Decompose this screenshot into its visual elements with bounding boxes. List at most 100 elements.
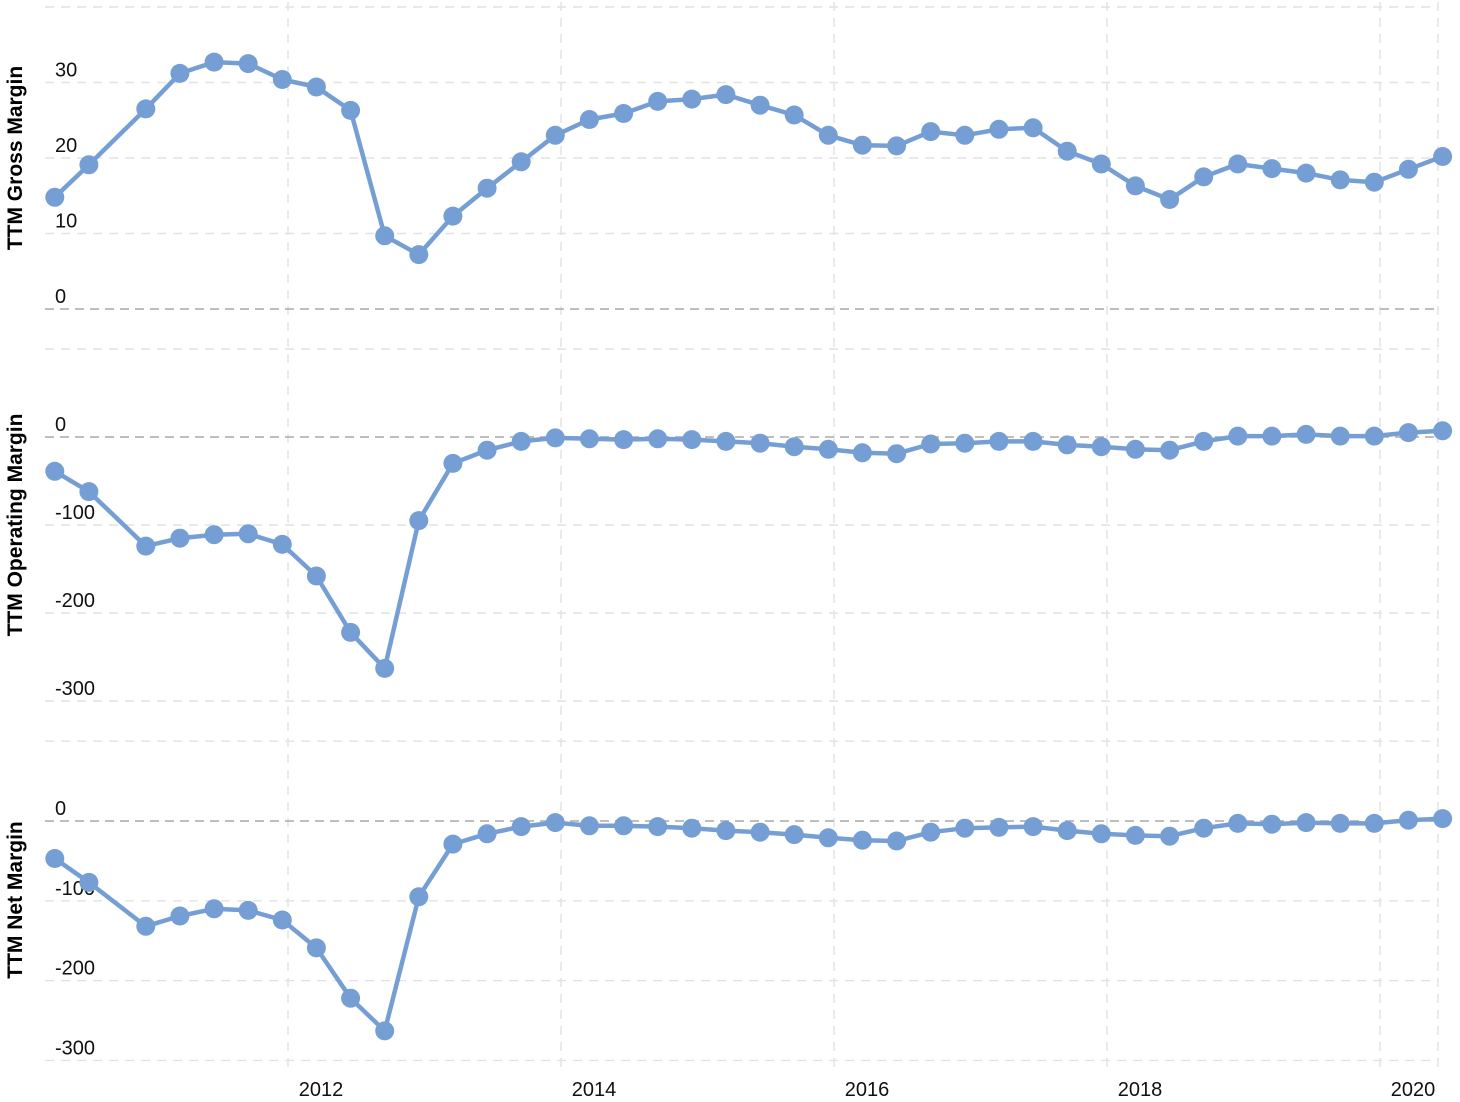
data-point[interactable]	[1091, 437, 1111, 457]
data-point[interactable]	[170, 63, 190, 83]
data-point[interactable]	[136, 916, 156, 936]
data-point[interactable]	[579, 816, 599, 836]
data-point[interactable]	[818, 828, 838, 848]
data-point[interactable]	[545, 125, 565, 145]
data-point[interactable]	[545, 813, 565, 833]
data-point[interactable]	[511, 152, 531, 172]
data-point[interactable]	[784, 105, 804, 125]
data-point[interactable]	[477, 440, 497, 460]
data-point[interactable]	[238, 524, 258, 544]
data-point[interactable]	[170, 906, 190, 926]
data-point[interactable]	[989, 119, 1009, 139]
data-point[interactable]	[1433, 421, 1453, 441]
data-point[interactable]	[682, 89, 702, 109]
data-point[interactable]	[45, 461, 65, 481]
data-point[interactable]	[818, 125, 838, 145]
data-point[interactable]	[614, 816, 634, 836]
data-point[interactable]	[136, 99, 156, 119]
data-point[interactable]	[1296, 424, 1316, 444]
data-point[interactable]	[921, 122, 941, 142]
data-point[interactable]	[1433, 809, 1453, 829]
data-point[interactable]	[784, 437, 804, 457]
data-point[interactable]	[784, 825, 804, 845]
data-point[interactable]	[750, 822, 770, 842]
data-point[interactable]	[79, 482, 99, 502]
data-point[interactable]	[1125, 439, 1145, 459]
data-point[interactable]	[238, 54, 258, 74]
data-point[interactable]	[1330, 426, 1350, 446]
data-point[interactable]	[887, 136, 907, 156]
data-point[interactable]	[45, 187, 65, 207]
data-point[interactable]	[443, 834, 463, 854]
data-point[interactable]	[1228, 154, 1248, 174]
data-point[interactable]	[306, 77, 326, 97]
data-point[interactable]	[1398, 810, 1418, 830]
data-point[interactable]	[1160, 440, 1180, 460]
data-point[interactable]	[921, 822, 941, 842]
data-point[interactable]	[306, 938, 326, 958]
data-point[interactable]	[238, 900, 258, 920]
data-point[interactable]	[409, 887, 429, 907]
data-point[interactable]	[170, 528, 190, 548]
data-point[interactable]	[1194, 167, 1214, 187]
data-point[interactable]	[1091, 154, 1111, 174]
data-point[interactable]	[818, 439, 838, 459]
data-point[interactable]	[272, 910, 292, 930]
data-point[interactable]	[1228, 426, 1248, 446]
data-point[interactable]	[852, 830, 872, 850]
data-point[interactable]	[136, 536, 156, 556]
data-point[interactable]	[1364, 426, 1384, 446]
data-point[interactable]	[887, 444, 907, 464]
data-point[interactable]	[1023, 431, 1043, 451]
data-point[interactable]	[682, 430, 702, 450]
data-point[interactable]	[852, 443, 872, 463]
data-point[interactable]	[1330, 170, 1350, 190]
data-point[interactable]	[1262, 426, 1282, 446]
data-point[interactable]	[45, 849, 65, 868]
data-point[interactable]	[1057, 821, 1077, 841]
data-point[interactable]	[204, 52, 224, 72]
data-point[interactable]	[1023, 817, 1043, 837]
data-point[interactable]	[1364, 813, 1384, 833]
data-point[interactable]	[79, 155, 99, 175]
data-point[interactable]	[955, 433, 975, 453]
data-point[interactable]	[1057, 435, 1077, 455]
data-point[interactable]	[1160, 826, 1180, 846]
data-point[interactable]	[375, 658, 395, 678]
data-point[interactable]	[682, 818, 702, 838]
data-point[interactable]	[1125, 825, 1145, 845]
data-point[interactable]	[443, 206, 463, 226]
data-point[interactable]	[955, 818, 975, 838]
data-point[interactable]	[1296, 163, 1316, 183]
data-point[interactable]	[955, 125, 975, 145]
data-point[interactable]	[716, 431, 736, 451]
data-point[interactable]	[1023, 118, 1043, 138]
data-point[interactable]	[614, 430, 634, 450]
data-point[interactable]	[204, 525, 224, 545]
data-point[interactable]	[852, 135, 872, 155]
data-point[interactable]	[409, 511, 429, 531]
data-point[interactable]	[272, 534, 292, 554]
data-point[interactable]	[341, 622, 361, 642]
data-point[interactable]	[1057, 141, 1077, 161]
data-point[interactable]	[341, 988, 361, 1008]
data-point[interactable]	[477, 178, 497, 198]
data-point[interactable]	[272, 70, 292, 89]
data-point[interactable]	[989, 817, 1009, 837]
data-point[interactable]	[1262, 159, 1282, 179]
data-point[interactable]	[716, 821, 736, 841]
data-point[interactable]	[1125, 176, 1145, 196]
data-point[interactable]	[1296, 813, 1316, 833]
data-point[interactable]	[1398, 423, 1418, 443]
data-point[interactable]	[1228, 813, 1248, 833]
data-point[interactable]	[1194, 431, 1214, 451]
data-point[interactable]	[545, 428, 565, 448]
data-point[interactable]	[1091, 824, 1111, 844]
data-point[interactable]	[1160, 190, 1180, 209]
data-point[interactable]	[716, 85, 736, 105]
data-point[interactable]	[409, 245, 429, 265]
data-point[interactable]	[1262, 814, 1282, 834]
data-point[interactable]	[614, 104, 634, 123]
data-point[interactable]	[887, 831, 907, 851]
data-point[interactable]	[511, 817, 531, 837]
